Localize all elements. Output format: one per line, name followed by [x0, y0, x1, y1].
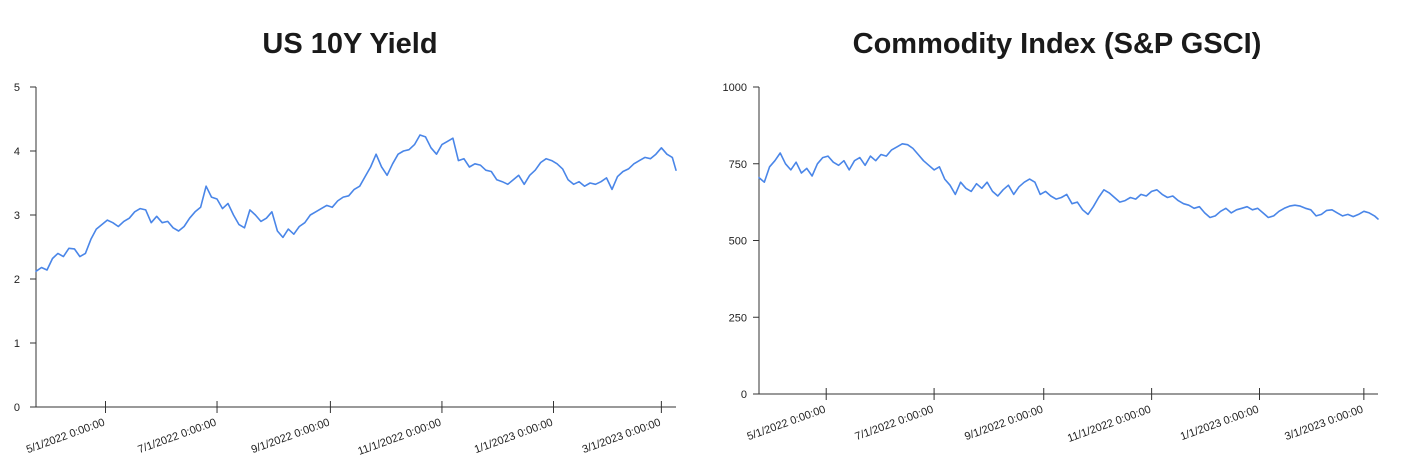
yield-chart-plot: 0 1 2 3 4 5 5/1/2022 0:00:00 7/1/2022 0:00:00 9/…: [14, 82, 677, 458]
commodity-y-tick-label: 250: [729, 312, 747, 324]
yield-chart-panel: US 10Y Yield 0 1 2 3 4 5 5/1/2022 0:00:00 7/1/2…: [0, 0, 700, 475]
yield-x-tick-label: 1/1/2023 0:00:00: [473, 417, 555, 457]
commodity-y-tick-label: 1000: [723, 82, 747, 94]
yield-series-line: [35, 134, 677, 273]
commodity-chart-panel: Commodity Index (S&P GSCI) 0 250 500 750 100…: [700, 0, 1414, 475]
commodity-y-tick-label: 0: [741, 389, 747, 401]
yield-x-tick-label: 11/1/2022 0:00:00: [356, 417, 443, 458]
yield-y-tick-label: 3: [14, 210, 20, 222]
commodity-x-tick-label: 1/1/2023 0:00:00: [1179, 404, 1261, 444]
yield-x-tick-label: 7/1/2022 0:00:00: [136, 417, 218, 457]
commodity-x-tick-label: 3/1/2023 0:00:00: [1283, 404, 1365, 444]
commodity-y-tick-label: 750: [729, 159, 747, 171]
yield-y-tick-label: 4: [14, 146, 20, 158]
yield-y-tick-label: 2: [14, 274, 20, 286]
yield-x-tick-label: 9/1/2022 0:00:00: [250, 417, 332, 457]
commodity-x-tick-label: 11/1/2022 0:00:00: [1066, 404, 1153, 445]
commodity-x-tick-label: 7/1/2022 0:00:00: [853, 404, 935, 444]
yield-y-tick-label: 0: [14, 402, 20, 414]
yield-x-tick-label: 5/1/2022 0:00:00: [25, 417, 107, 457]
yield-x-tick-label: 3/1/2023 0:00:00: [581, 417, 663, 457]
commodity-chart-plot: 0 250 500 750 1000 5/1/2022 0:00:00 7/1/2022 0…: [723, 82, 1379, 445]
commodity-chart-title: Commodity Index (S&P GSCI): [852, 28, 1262, 60]
yield-chart-title: US 10Y Yield: [262, 28, 438, 60]
yield-y-tick-label: 1: [14, 338, 20, 350]
commodity-y-tick-label: 500: [729, 236, 747, 248]
commodity-series-line: [758, 143, 1379, 220]
yield-y-tick-label: 5: [14, 82, 20, 94]
commodity-x-tick-label: 9/1/2022 0:00:00: [963, 404, 1045, 444]
commodity-x-tick-label: 5/1/2022 0:00:00: [746, 404, 828, 444]
